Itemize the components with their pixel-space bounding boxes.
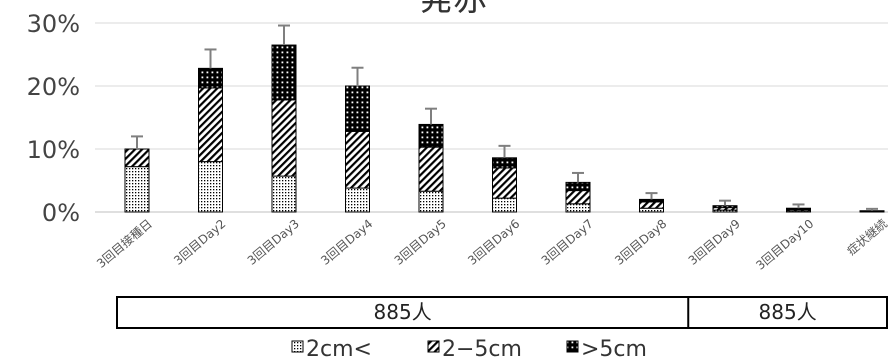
bar-segment [492, 157, 517, 169]
group-label: 885人 [759, 300, 817, 324]
legend: 2cm< 2−5cm >5cm [291, 337, 647, 361]
bar-segment [492, 167, 517, 199]
y-axis: 0% 10% 20% 30% [27, 10, 80, 227]
x-tick-label: 3回目Day10 [753, 217, 816, 273]
legend-swatch [566, 340, 579, 353]
x-tick-label: 3回目Day9 [686, 217, 743, 268]
bar-segment [198, 67, 223, 89]
group-table-frame [116, 296, 888, 329]
bar-segment [565, 203, 591, 213]
x-tick-label: 3回目Day6 [465, 217, 522, 268]
legend-swatch [291, 340, 304, 353]
bar-segment [712, 205, 738, 209]
y-tick-label: 20% [27, 73, 80, 101]
bar-segment [492, 197, 517, 213]
bar-segment [198, 87, 223, 163]
bars [124, 44, 885, 213]
x-tick-label: 症状継続 [844, 216, 888, 258]
y-tick-label: 0% [42, 199, 80, 227]
bar-segment [124, 166, 150, 213]
x-tick-label: 3回目接種日 [93, 216, 154, 271]
bar-segment [418, 123, 444, 148]
x-tick-label: 3回目Day4 [318, 217, 375, 268]
bar-segment [639, 207, 664, 213]
bar-segment [345, 187, 370, 213]
bar-segment [271, 44, 297, 101]
error-bars [131, 24, 878, 211]
bar-segment [124, 148, 150, 168]
y-tick-label: 30% [27, 10, 80, 38]
bar-segment [198, 161, 223, 213]
group-label: 885人 [374, 300, 432, 324]
gridlines [95, 22, 888, 213]
bar-segment [418, 146, 444, 192]
legend-swatch [427, 340, 440, 353]
x-axis: 3回目接種日 3回目Day2 3回目Day3 3回目Day4 3回目Day5 3回目Day… [93, 216, 888, 273]
y-tick-label: 10% [27, 136, 80, 164]
bar-segment [565, 181, 591, 192]
bar-segment [271, 99, 297, 177]
bar-segment [345, 130, 370, 189]
legend-label: >5cm [581, 337, 647, 361]
bar-segment [786, 207, 811, 210]
group-table: 885人 885人 [116, 296, 888, 329]
bar-segment [345, 85, 370, 132]
x-tick-label: 3回目Day5 [392, 217, 449, 268]
bar-segment [639, 201, 664, 209]
bar-segment [271, 175, 297, 213]
legend-label: 2cm< [306, 337, 372, 361]
bar-segment [639, 198, 664, 203]
legend-label: 2−5cm [442, 337, 522, 361]
x-tick-label: 3回目Day3 [245, 217, 302, 268]
x-tick-label: 3回目Day8 [612, 217, 669, 268]
chart-title: 発赤 [419, 0, 487, 19]
bar-segment [418, 190, 444, 213]
bar-segment [859, 210, 885, 212]
x-tick-label: 3回目Day7 [539, 217, 596, 268]
x-tick-label: 3回目Day2 [171, 217, 228, 268]
bar-segment [565, 190, 591, 205]
